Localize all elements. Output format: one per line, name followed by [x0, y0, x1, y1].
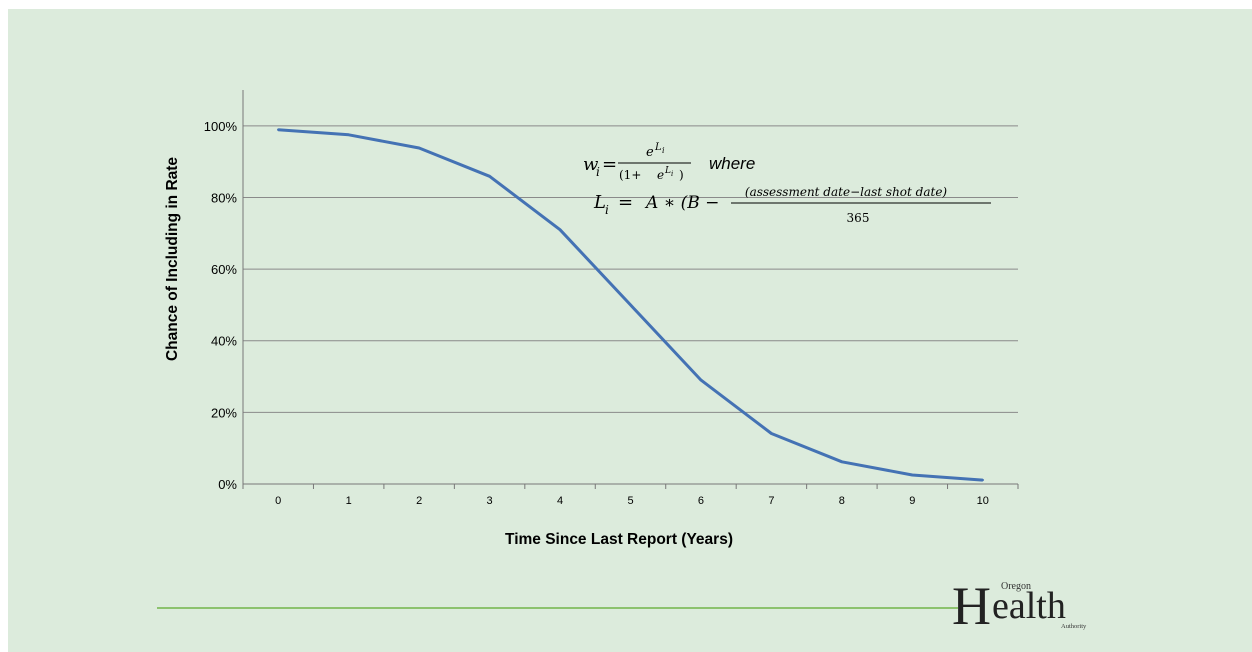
x-tick-label: 2	[416, 495, 422, 507]
data-point	[981, 478, 984, 482]
x-tick-label: 1	[346, 495, 352, 507]
data-point	[277, 128, 280, 131]
x-tick-label: 10	[977, 495, 989, 507]
data-point	[770, 432, 773, 435]
formula-weight: w i = e L i (1+ e L i ) where	[583, 142, 755, 182]
logo-bottom-text: Authority	[1061, 623, 1087, 630]
formula-w-eq: =	[602, 154, 617, 175]
logo-top-text: Oregon	[1001, 581, 1031, 592]
y-tick-label: 0%	[218, 477, 237, 492]
x-tick-labels: 0 1 2 3 4 5 6 7 8 9 10	[275, 495, 989, 507]
data-point	[347, 133, 350, 136]
formula-L-den: 365	[847, 211, 870, 225]
data-point	[699, 378, 703, 382]
formula-num-L: L	[654, 142, 662, 153]
x-tick-label: 4	[557, 495, 563, 507]
formula-w-sub: i	[596, 165, 600, 179]
y-tick-label: 20%	[211, 405, 237, 420]
formula-den-i: i	[671, 170, 673, 178]
formula-logit: L i = A ∗ (B − (assessment date−last sho…	[593, 185, 991, 225]
formula-w: w	[583, 154, 599, 175]
x-axis-ticks	[242, 484, 1019, 489]
y-tick-label: 100%	[204, 119, 238, 134]
gridlines	[243, 125, 1018, 413]
series-points	[277, 128, 984, 482]
logo-word: ealth	[992, 585, 1066, 627]
formula-num-e: e	[646, 145, 654, 160]
formula-L: L	[593, 192, 606, 213]
formula-where: where	[709, 154, 755, 173]
y-axis-title: Chance of Including in Rate	[164, 157, 181, 361]
x-tick-label: 8	[839, 495, 845, 507]
y-tick-label: 60%	[211, 262, 237, 277]
x-tick-label: 6	[698, 495, 704, 507]
formula-L-sub: i	[605, 203, 609, 217]
formula-den-close: )	[679, 168, 684, 182]
data-point	[488, 175, 491, 178]
formula-L-num: (assessment date−last shot date)	[745, 185, 948, 199]
formula-den-e: e	[657, 168, 664, 182]
data-point	[417, 146, 421, 150]
formula-num-i: i	[662, 146, 665, 155]
formula-L-eq: =	[618, 192, 633, 213]
data-point	[629, 303, 632, 307]
data-point	[558, 228, 562, 231]
x-tick-label: 3	[487, 495, 493, 507]
y-tick-label: 80%	[211, 190, 237, 205]
x-tick-label: 0	[275, 495, 281, 507]
x-tick-label: 5	[627, 495, 633, 507]
data-point	[911, 473, 914, 477]
y-tick-label: 40%	[211, 334, 237, 349]
formula-den-open: (1+	[619, 168, 641, 182]
slide-background	[8, 9, 1252, 652]
formula-L-rhs: A ∗ (B −	[644, 193, 719, 213]
x-axis-title: Time Since Last Report (Years)	[505, 531, 733, 548]
formula-den-L: L	[664, 166, 671, 176]
y-tick-labels: 0% 20% 40% 60% 80% 100%	[204, 119, 238, 492]
x-tick-label: 9	[909, 495, 915, 507]
logo-big-h: H	[952, 576, 991, 636]
x-tick-label: 7	[768, 495, 774, 507]
oha-logo: H ealth Oregon Authority	[952, 576, 1087, 636]
data-point	[840, 460, 844, 463]
